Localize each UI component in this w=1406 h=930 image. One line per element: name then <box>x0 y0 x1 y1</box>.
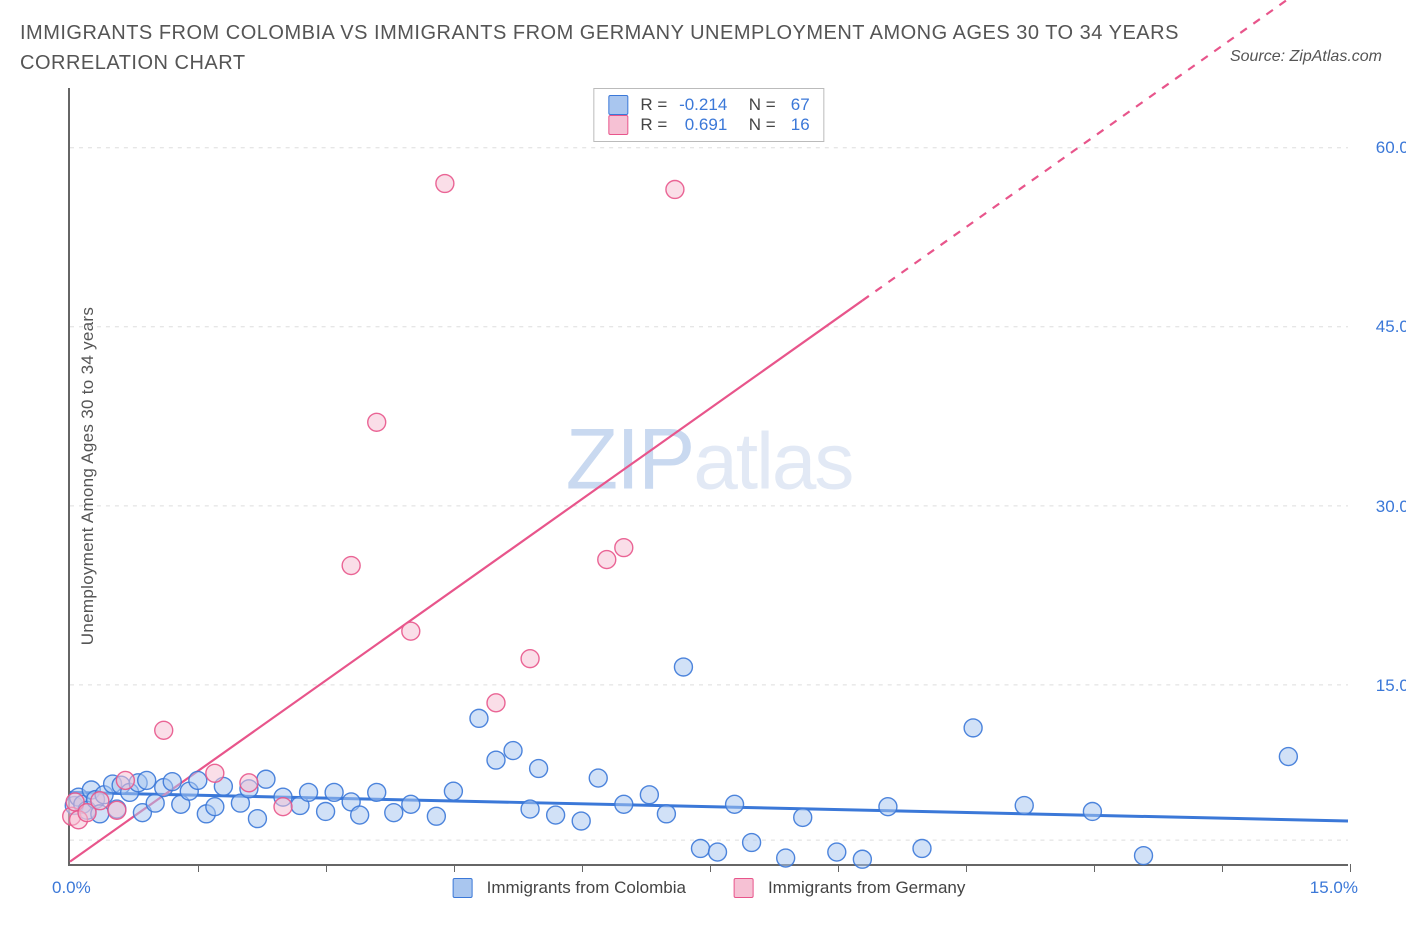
swatch-icon <box>453 878 473 898</box>
chart-title: IMMIGRANTS FROM COLOMBIA VS IMMIGRANTS F… <box>20 18 1186 78</box>
y-tick-label: 15.0% <box>1376 676 1406 696</box>
n-label: N = <box>749 115 776 135</box>
r-value: -0.214 <box>673 95 727 115</box>
legend-label: Immigrants from Germany <box>768 878 965 898</box>
legend-label: Immigrants from Colombia <box>487 878 686 898</box>
x-axis-min-label: 0.0% <box>52 878 91 898</box>
stats-row: R = -0.214 N = 67 <box>608 95 809 115</box>
x-tick <box>710 864 711 872</box>
x-tick <box>966 864 967 872</box>
plot-area: Unemployment Among Ages 30 to 34 years Z… <box>68 88 1348 866</box>
x-tick <box>582 864 583 872</box>
r-label: R = <box>640 95 667 115</box>
scatter-svg <box>70 88 1348 864</box>
y-tick-label: 30.0% <box>1376 497 1406 517</box>
x-tick <box>454 864 455 872</box>
swatch-icon <box>608 95 628 115</box>
r-label: R = <box>640 115 667 135</box>
source-label: Source: ZipAtlas.com <box>1230 48 1382 66</box>
stats-row: R = 0.691 N = 16 <box>608 115 809 135</box>
y-tick-label: 45.0% <box>1376 317 1406 337</box>
legend-item: Immigrants from Germany <box>734 878 965 898</box>
swatch-icon <box>608 115 628 135</box>
r-value: 0.691 <box>673 115 727 135</box>
x-tick <box>838 864 839 872</box>
x-axis-max-label: 15.0% <box>1310 878 1358 898</box>
swatch-icon <box>734 878 754 898</box>
x-tick <box>1350 864 1351 872</box>
series-legend: Immigrants from Colombia Immigrants from… <box>453 878 966 898</box>
n-value: 67 <box>782 95 810 115</box>
n-label: N = <box>749 95 776 115</box>
x-tick <box>1094 864 1095 872</box>
stats-legend: R = -0.214 N = 67 R = 0.691 N = 16 <box>593 88 824 142</box>
n-value: 16 <box>782 115 810 135</box>
legend-item: Immigrants from Colombia <box>453 878 686 898</box>
x-tick <box>198 864 199 872</box>
x-tick <box>1222 864 1223 872</box>
x-tick <box>326 864 327 872</box>
y-tick-label: 60.0% <box>1376 138 1406 158</box>
